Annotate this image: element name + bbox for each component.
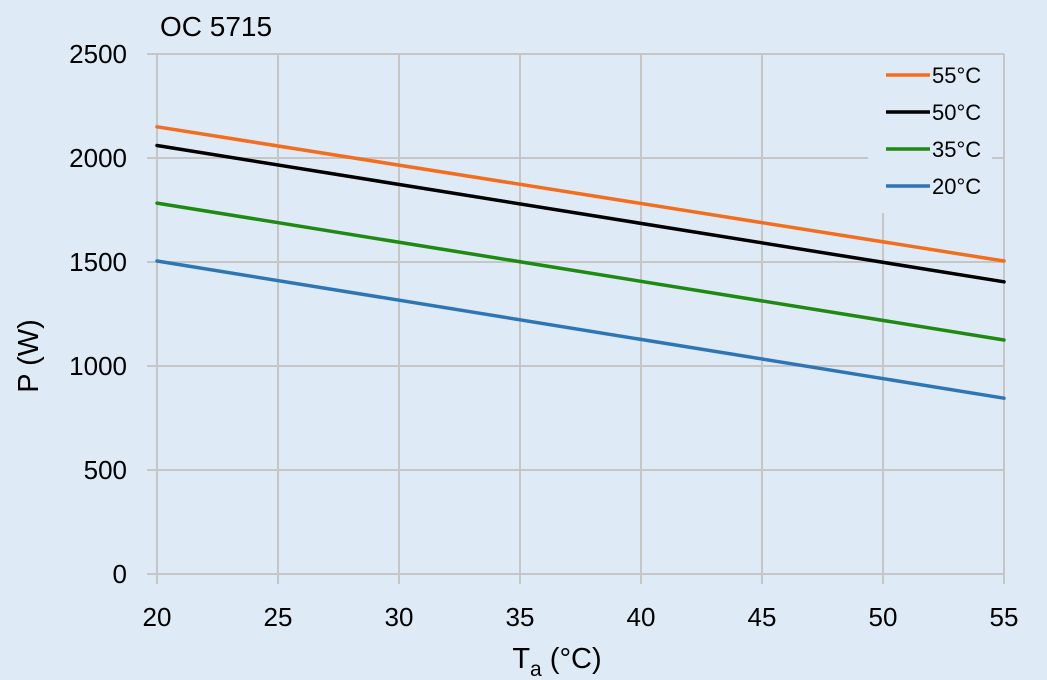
y-tick-label: 1500 [69, 247, 127, 277]
x-tick-label: 20 [143, 602, 172, 632]
x-tick-label: 55 [990, 602, 1019, 632]
x-axis-title: Ta (°C) [512, 643, 601, 680]
x-tick-label: 30 [385, 602, 414, 632]
y-tick-label: 1000 [69, 351, 127, 381]
y-tick-label: 500 [84, 455, 127, 485]
y-tick-label: 0 [113, 559, 127, 589]
y-axis-title: P (W) [13, 319, 45, 393]
legend-label: 20°C [932, 174, 981, 199]
x-tick-label: 25 [264, 602, 293, 632]
series-line-55C [155, 125, 1006, 263]
tick-labels: 0 500 1000 1500 2000 2500 20 25 30 35 40 45 50 55 [69, 39, 1018, 632]
series-line-35C [155, 201, 1006, 342]
y-tick-label: 2000 [69, 143, 127, 173]
series-line-50C [155, 143, 1006, 284]
x-tick-label: 50 [869, 602, 898, 632]
y-tick-label: 2500 [69, 39, 127, 69]
series-line-20C [155, 259, 1006, 400]
legend: 55°C 50°C 35°C 20°C [868, 55, 992, 213]
series-lines [155, 125, 1006, 400]
chart-title: OC 5715 [160, 11, 272, 42]
legend-label: 35°C [932, 137, 981, 162]
x-axis-title-main: T [512, 643, 530, 675]
legend-label: 50°C [932, 100, 981, 125]
x-tick-label: 40 [627, 602, 656, 632]
x-tick-label: 45 [748, 602, 777, 632]
x-axis-title-subscript: a [530, 658, 542, 680]
legend-label: 55°C [932, 63, 981, 88]
x-axis-title-suffix: (°C) [542, 643, 602, 675]
x-tick-label: 35 [506, 602, 535, 632]
